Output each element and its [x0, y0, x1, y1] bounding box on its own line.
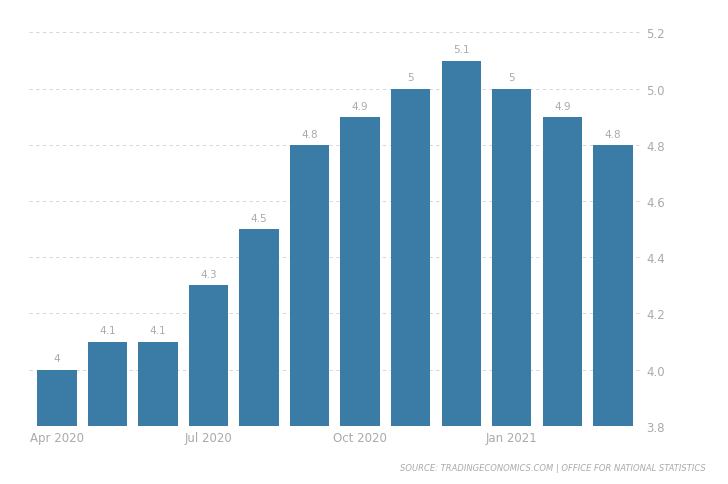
- Bar: [542, 118, 582, 426]
- Text: 4.1: 4.1: [99, 326, 116, 335]
- Text: 4.3: 4.3: [200, 270, 217, 280]
- Bar: [189, 286, 229, 426]
- Text: 4.9: 4.9: [352, 101, 368, 111]
- Bar: [441, 61, 481, 426]
- Bar: [37, 370, 76, 426]
- Text: 5: 5: [408, 73, 414, 83]
- Bar: [138, 342, 178, 426]
- Bar: [290, 146, 329, 426]
- Bar: [341, 118, 380, 426]
- Text: 4.8: 4.8: [301, 129, 318, 139]
- Text: 4.1: 4.1: [150, 326, 166, 335]
- Text: SOURCE: TRADINGECONOMICS.COM | OFFICE FOR NATIONAL STATISTICS: SOURCE: TRADINGECONOMICS.COM | OFFICE FO…: [400, 463, 706, 472]
- Text: 4.9: 4.9: [554, 101, 571, 111]
- Bar: [492, 90, 531, 426]
- Text: 4.8: 4.8: [604, 129, 621, 139]
- Bar: [240, 229, 279, 426]
- Text: 5.1: 5.1: [453, 45, 470, 55]
- Bar: [88, 342, 127, 426]
- Text: 5: 5: [508, 73, 515, 83]
- Text: 4: 4: [54, 354, 60, 363]
- Text: 4.5: 4.5: [250, 213, 267, 224]
- Bar: [593, 146, 633, 426]
- Bar: [391, 90, 430, 426]
